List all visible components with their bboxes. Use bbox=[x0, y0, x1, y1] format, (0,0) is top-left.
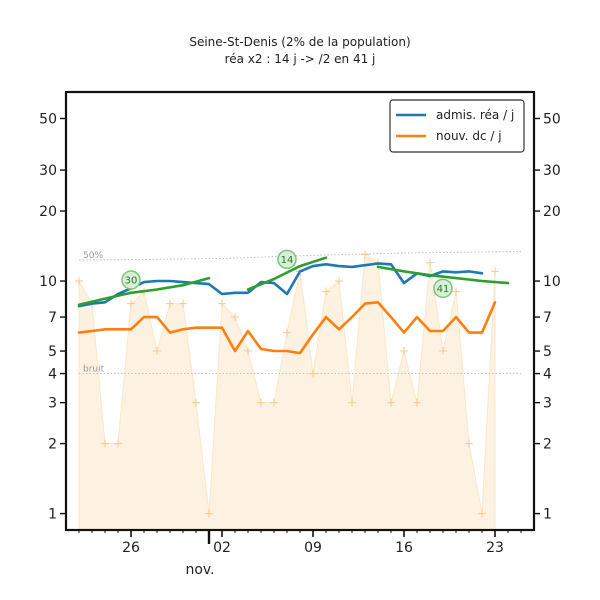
daily-point-11 bbox=[218, 299, 226, 308]
daily-area bbox=[78, 253, 496, 531]
series-line-3 bbox=[246, 256, 328, 291]
legend-box bbox=[389, 99, 525, 153]
reference-label-1: bruit bbox=[83, 365, 105, 375]
annotation-label-0: 30 bbox=[125, 276, 138, 287]
y-tick-label-left-7: 20 bbox=[39, 204, 57, 220]
daily-point-27 bbox=[426, 258, 434, 267]
x-tick-label-3: 16 bbox=[395, 540, 413, 556]
daily-point-28 bbox=[439, 347, 447, 356]
y-tick-label-right-0: 1 bbox=[543, 507, 552, 523]
y-tick-label-left-3: 4 bbox=[48, 367, 57, 383]
y-tick-label-right-3: 4 bbox=[543, 367, 552, 383]
legend-label-0: admis. réa / j bbox=[436, 108, 514, 122]
y-tick-label-left-5: 7 bbox=[48, 310, 57, 326]
y-tick-label-left-9: 50 bbox=[39, 111, 57, 127]
reference-line-0 bbox=[78, 251, 522, 261]
annotations: 30 14 41 bbox=[121, 249, 453, 299]
daily-point-6 bbox=[153, 347, 161, 356]
daily-point-32 bbox=[491, 267, 499, 276]
y-tick-label-right-2: 3 bbox=[543, 396, 552, 412]
daily-point-3 bbox=[114, 439, 122, 448]
daily-point-24 bbox=[387, 398, 395, 407]
daily-point-25 bbox=[400, 347, 408, 356]
reference-label-0: 50% bbox=[83, 251, 103, 261]
y-tick-label-right-4: 5 bbox=[543, 344, 552, 360]
y-tick-label-right-8: 30 bbox=[543, 163, 561, 179]
y-tick-label-left-0: 1 bbox=[48, 507, 57, 523]
annotation-label-2: 41 bbox=[437, 284, 450, 295]
series-line-2 bbox=[77, 276, 211, 307]
chart-title: Seine-St-Denis (2% de la population) bbox=[189, 35, 410, 49]
daily-point-31 bbox=[478, 509, 486, 518]
daily-point-19 bbox=[322, 287, 330, 296]
daily-point-4 bbox=[127, 299, 135, 308]
legend: admis. réa / j nouv. dc / j bbox=[389, 99, 525, 153]
month-label: nov. bbox=[185, 562, 214, 578]
daily-shaded-area bbox=[78, 253, 496, 531]
daily-point-0 bbox=[75, 277, 83, 286]
annotation-bubble-2 bbox=[433, 278, 453, 299]
y-tick-label-left-4: 5 bbox=[48, 344, 57, 360]
daily-point-20 bbox=[335, 277, 343, 286]
series-line-4 bbox=[376, 265, 510, 285]
annotation-label-1: 14 bbox=[281, 255, 294, 266]
y-tick-label-right-6: 10 bbox=[543, 274, 561, 290]
daily-point-8 bbox=[179, 299, 187, 308]
daily-point-22 bbox=[361, 250, 369, 259]
daily-point-26 bbox=[413, 398, 421, 407]
x-tick-label-4: 23 bbox=[486, 540, 504, 556]
series-line-1 bbox=[77, 301, 497, 355]
y-tick-label-right-5: 7 bbox=[543, 310, 552, 326]
y-tick-label-left-1: 2 bbox=[48, 437, 57, 453]
daily-point-7 bbox=[166, 299, 174, 308]
daily-point-12 bbox=[231, 313, 239, 322]
daily-point-18 bbox=[309, 369, 317, 378]
daily-point-9 bbox=[192, 398, 200, 407]
reference-lines: 50% bruit bbox=[78, 251, 522, 375]
x-axis-ticks: 26 02 09 16 23 bbox=[78, 530, 522, 556]
y-tick-label-left-8: 30 bbox=[39, 163, 57, 179]
daily-point-2 bbox=[101, 439, 109, 448]
daily-point-30 bbox=[465, 439, 473, 448]
y-tick-label-left-2: 3 bbox=[48, 396, 57, 412]
y-tick-label-right-9: 50 bbox=[543, 111, 561, 127]
daily-point-10 bbox=[205, 509, 213, 518]
daily-point-15 bbox=[270, 398, 278, 407]
y-tick-label-left-6: 10 bbox=[39, 274, 57, 290]
legend-label-1: nouv. dc / j bbox=[436, 129, 502, 143]
daily-point-16 bbox=[283, 328, 291, 337]
x-tick-label-1: 02 bbox=[213, 540, 231, 556]
x-tick-label-2: 09 bbox=[304, 540, 322, 556]
y-tick-label-right-1: 2 bbox=[543, 437, 552, 453]
daily-point-14 bbox=[257, 398, 265, 407]
daily-point-29 bbox=[452, 287, 460, 296]
y-axis-ticks: 1 1 2 2 3 3 4 4 5 5 7 7 10 10 20 20 30 30 50 50 bbox=[39, 111, 561, 522]
y-tick-label-right-7: 20 bbox=[543, 204, 561, 220]
daily-point-21 bbox=[348, 398, 356, 407]
daily-point-13 bbox=[244, 347, 252, 356]
annotation-bubble-0 bbox=[121, 270, 141, 290]
x-tick-label-0: 26 bbox=[122, 540, 140, 556]
annotation-bubble-1 bbox=[277, 249, 297, 270]
chart-subtitle: réa x2 : 14 j -> /2 en 41 j bbox=[225, 52, 376, 66]
series-lines bbox=[77, 256, 510, 355]
series-line-0 bbox=[77, 262, 484, 308]
